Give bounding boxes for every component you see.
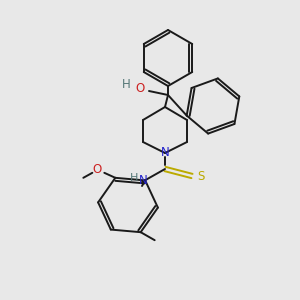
Text: S: S	[197, 169, 204, 182]
Text: N: N	[160, 146, 169, 160]
Text: O: O	[135, 82, 145, 95]
Text: N: N	[139, 175, 147, 188]
Text: O: O	[93, 163, 102, 176]
Text: H: H	[130, 173, 138, 183]
Text: H: H	[122, 79, 130, 92]
